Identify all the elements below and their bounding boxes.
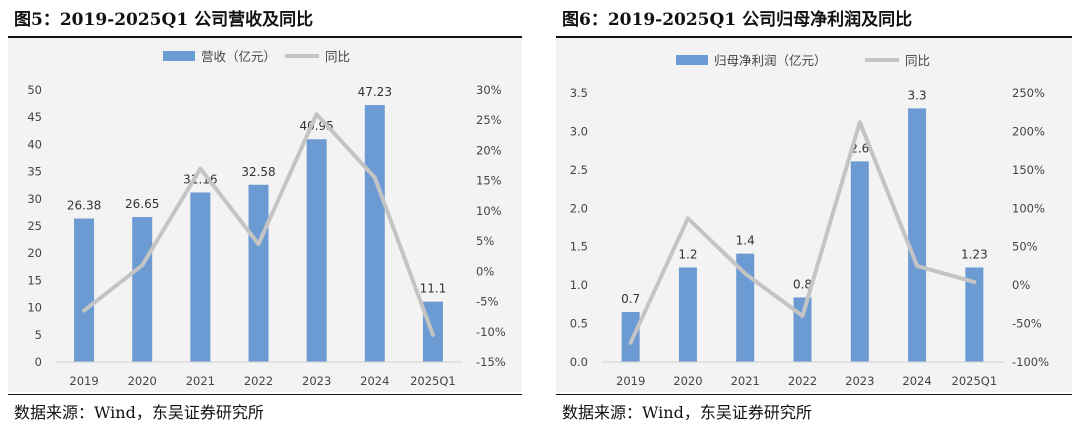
legend-swatch-bar [676, 55, 708, 65]
bar [908, 108, 927, 362]
y-right-tick-label: 5% [476, 234, 494, 248]
y-right-tick-label: 150% [1012, 163, 1045, 177]
y-left-tick-label: 50 [27, 83, 42, 97]
chart-panel-revenue: 图5：2019-2025Q1 公司营收及同比 营收（亿元） 同比 0 5 10 15 20 2… [0, 0, 530, 435]
x-tick-label: 2019 [69, 374, 98, 388]
chart-panel-net-profit: 图6：2019-2025Q1 公司归母净利润及同比 归母净利润（亿元） 同比 0.0… [548, 0, 1080, 435]
legend-label-line: 同比 [325, 49, 350, 64]
y-right-tick-label: 20% [476, 143, 502, 157]
revenue-chart: 营收（亿元） 同比 0 5 10 15 20 25 30 35 40 45 50 -15% -10% -5% 0… [27, 49, 506, 388]
legend-label-line: 同比 [905, 53, 930, 68]
bar-value-label: 1.4 [736, 234, 755, 248]
x-tick-label: 2023 [302, 374, 331, 388]
source-note: 数据来源：Wind，东吴证券研究所 [14, 403, 264, 422]
legend-swatch-bar [163, 51, 195, 61]
x-tick-label: 2020 [128, 374, 157, 388]
bottom-divider [8, 394, 522, 395]
y-right-tick-label: -15% [476, 355, 506, 369]
legend-label-bar: 营收（亿元） [201, 49, 276, 64]
bar-value-label: 26.65 [125, 197, 159, 211]
x-tick-label: 2025Q1 [952, 374, 998, 388]
bottom-divider [556, 394, 1072, 395]
y-left-tick-label: 0 [35, 355, 42, 369]
source-note: 数据来源：Wind，东吴证券研究所 [562, 403, 812, 422]
y-left-tick-label: 35 [27, 165, 42, 179]
bar-value-label: 1.23 [961, 247, 988, 261]
bar-value-label: 26.38 [67, 198, 101, 212]
y-left-tick-label: 1.0 [570, 278, 588, 292]
y-left-tick-label: 10 [27, 301, 42, 315]
y-left-tick-label: 3.5 [570, 86, 588, 100]
y-right-tick-label: 15% [476, 174, 502, 188]
y-left-tick-label: 30 [27, 192, 42, 206]
y-right-tick-label: -50% [1012, 317, 1042, 331]
chart-title: 图6：2019-2025Q1 公司归母净利润及同比 [562, 10, 913, 30]
bar-value-label: 3.3 [908, 88, 927, 102]
y-left-tick-label: 3.0 [570, 124, 588, 138]
bar-value-label: 0.7 [621, 292, 640, 306]
y-right-tick-label: -100% [1012, 355, 1049, 369]
y-left-tick-label: 40 [27, 137, 42, 151]
chart-title: 图5：2019-2025Q1 公司营收及同比 [14, 10, 314, 30]
x-tick-label: 2023 [845, 374, 874, 388]
bar-value-label: 32.58 [241, 165, 275, 179]
bar-value-label: 11.1 [420, 282, 447, 296]
x-tick-label: 2019 [616, 374, 645, 388]
bar [190, 192, 211, 362]
legend-label-bar: 归母净利润（亿元） [714, 53, 827, 68]
y-left-tick-label: 5 [35, 328, 42, 342]
y-right-tick-label: 50% [1012, 240, 1038, 254]
bar [850, 161, 869, 362]
y-left-tick-label: 0.5 [570, 317, 588, 331]
y-left-tick-label: 2.5 [570, 163, 588, 177]
bar [74, 218, 95, 362]
x-tick-label: 2020 [673, 374, 702, 388]
x-tick-label: 2021 [186, 374, 215, 388]
bar [306, 139, 327, 362]
y-left-tick-label: 0.0 [570, 355, 588, 369]
y-left-tick-label: 20 [27, 246, 42, 260]
y-right-tick-label: -5% [476, 295, 498, 309]
y-right-tick-label: 250% [1012, 86, 1045, 100]
y-right-tick-label: 30% [476, 83, 502, 97]
bar-value-label: 47.23 [358, 85, 392, 99]
y-right-tick-label: -10% [476, 325, 506, 339]
x-tick-label: 2022 [244, 374, 273, 388]
y-right-tick-label: 100% [1012, 201, 1045, 215]
bar [678, 267, 697, 362]
x-tick-label: 2025Q1 [410, 374, 456, 388]
net-profit-chart: 归母净利润（亿元） 同比 0.0 0.5 1.0 1.5 2.0 2.5 3.0 3.5 -100%… [570, 53, 1049, 388]
x-tick-label: 2024 [902, 374, 931, 388]
y-left-tick-label: 1.5 [570, 240, 588, 254]
y-left-tick-label: 45 [27, 110, 42, 124]
bar [364, 105, 385, 363]
x-tick-label: 2024 [360, 374, 389, 388]
title-divider [8, 36, 522, 38]
y-right-tick-label: 10% [476, 204, 502, 218]
title-divider [556, 36, 1072, 38]
bar [621, 312, 640, 362]
y-left-tick-label: 2.0 [570, 201, 588, 215]
bar [248, 184, 269, 362]
bar-value-label: 1.2 [678, 247, 697, 261]
bar-value-label: 0.8 [793, 277, 812, 291]
y-right-tick-label: 0% [1012, 278, 1030, 292]
y-left-tick-label: 25 [27, 219, 42, 233]
y-right-tick-label: 200% [1012, 124, 1045, 138]
x-tick-label: 2022 [788, 374, 817, 388]
y-right-tick-label: 25% [476, 113, 502, 127]
bar [793, 297, 812, 362]
plot-background [556, 38, 1072, 392]
x-tick-label: 2021 [731, 374, 760, 388]
bar [965, 267, 984, 362]
y-left-tick-label: 15 [27, 273, 42, 287]
y-right-tick-label: 0% [476, 264, 494, 278]
bar [132, 217, 153, 362]
bar [736, 253, 755, 362]
